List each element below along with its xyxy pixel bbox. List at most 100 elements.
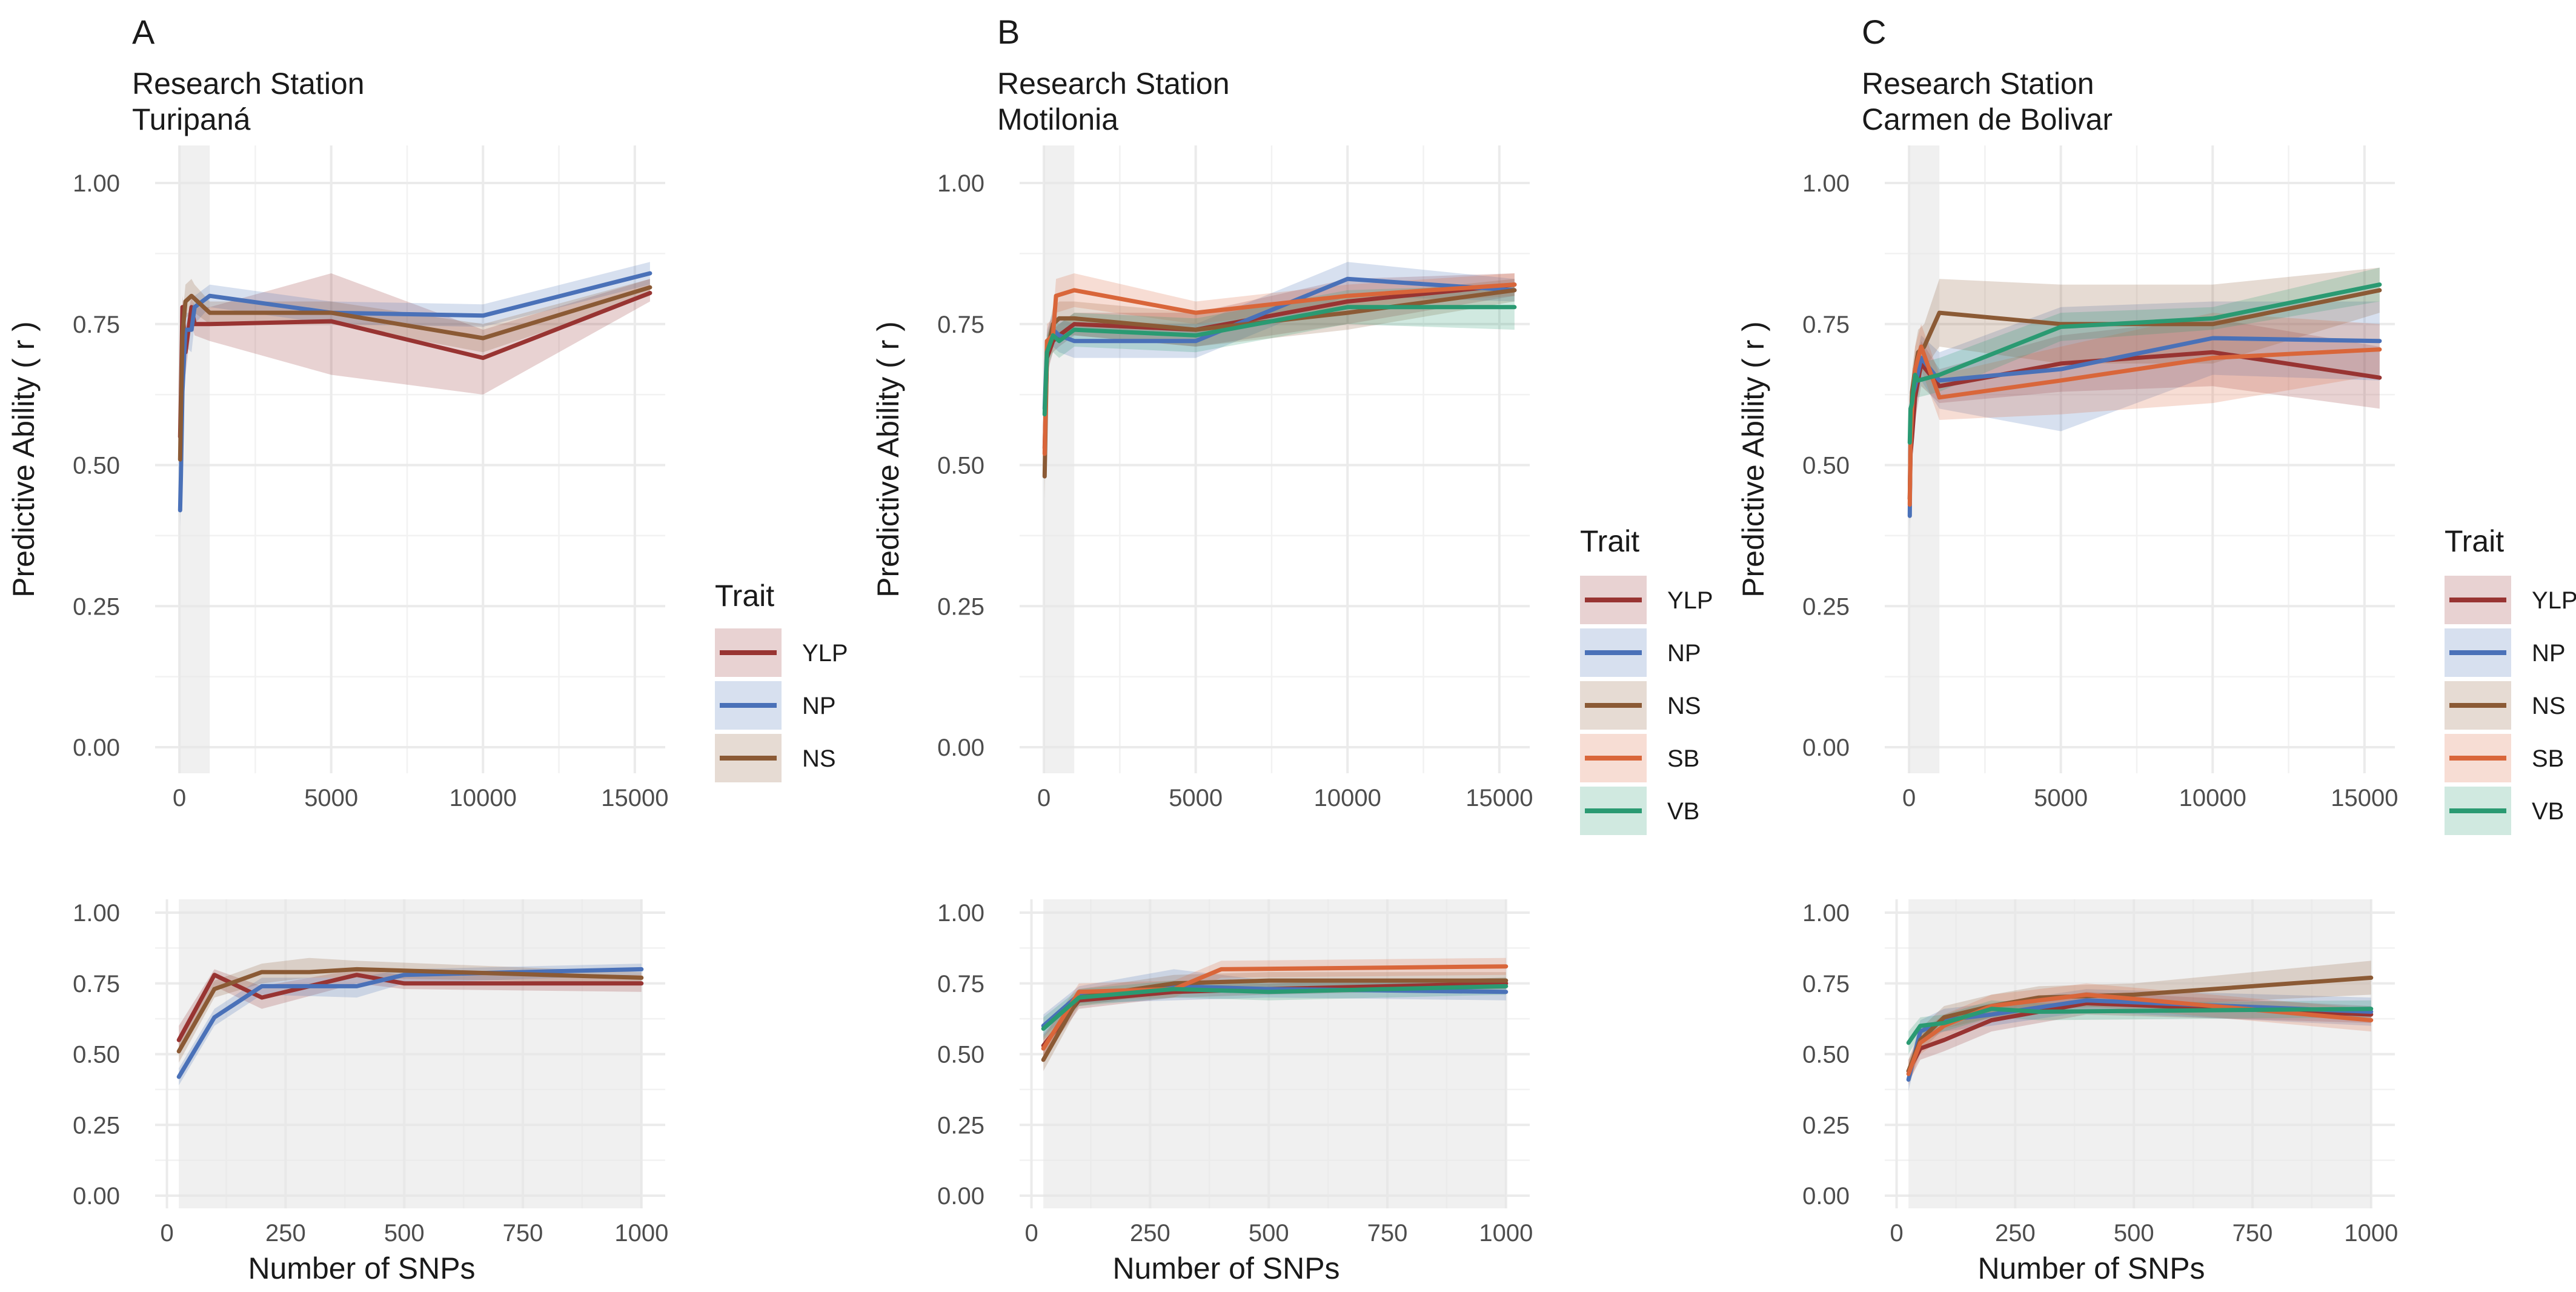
x-tick-label: 750 [1367, 1220, 1408, 1247]
y-tick-label: 0.75 [937, 311, 984, 338]
y-tick-label: 0.00 [73, 1183, 120, 1210]
ci-band-NS [1910, 267, 2380, 522]
y-tick-label: 0.75 [1802, 311, 1850, 338]
top-plot-C: 0.00 0.25 0.50 0.75 1.00 0 5000 10000 15000 Predi… [1736, 145, 2398, 811]
y-tick-label: 0.00 [937, 1183, 984, 1210]
y-tick-label: 0.50 [937, 453, 984, 479]
y-axis-title: Predictive Ability ( r ) [7, 321, 41, 598]
legend-label-NS: NS [802, 745, 836, 772]
panel-letter: A [132, 13, 155, 51]
x-tick-label: 5000 [2034, 785, 2088, 811]
y-tick-label: 1.00 [73, 170, 120, 197]
y-axis-title: Predictive Ability ( r ) [871, 321, 905, 598]
legend-label-NP: NP [2532, 640, 2566, 667]
ci-band-SB [1043, 957, 1506, 1060]
y-tick-label: 0.25 [73, 593, 120, 620]
legend-label-VB: VB [2532, 798, 2564, 825]
y-tick-label: 0.25 [1802, 1112, 1850, 1139]
series-line-VB [1906, 1007, 2374, 1045]
x-tick-label: 10000 [1314, 785, 1381, 811]
x-tick-label: 500 [1249, 1220, 1289, 1247]
y-tick-label: 1.00 [1802, 900, 1850, 927]
series-line-VB [1907, 282, 2382, 445]
legend-label-NS: NS [1667, 693, 1701, 719]
ci-band-VB [1044, 284, 1515, 437]
legend-A: Trait YLP NP NS [715, 579, 848, 782]
x-tick-label: 5000 [304, 785, 358, 811]
station-name: Motilonia [997, 102, 1118, 136]
legend-label-YLP: YLP [2532, 587, 2576, 614]
snp-range-highlight [1908, 899, 2371, 1208]
x-tick-label: 10000 [2179, 785, 2246, 811]
y-tick-label: 0.50 [1802, 453, 1850, 479]
ci-band-YLP [1044, 273, 1515, 471]
x-tick-label: 1000 [1479, 1220, 1533, 1247]
ci-band-NS [180, 279, 650, 482]
x-tick-label: 0 [1902, 785, 1916, 811]
x-tick-label: 10000 [450, 785, 517, 811]
panel-C: C Research Station Carmen de Bolivar 0.00 0… [1736, 13, 2576, 1285]
y-tick-label: 0.75 [73, 311, 120, 338]
x-axis-title: Number of SNPs [1977, 1251, 2205, 1285]
y-tick-label: 0.00 [73, 734, 120, 761]
y-tick-label: 0.75 [1802, 971, 1850, 997]
ci-band-NP [179, 964, 642, 1085]
x-tick-label: 15000 [601, 785, 668, 811]
x-axis-title: Number of SNPs [248, 1251, 475, 1285]
top-plot-B: 0.00 0.25 0.50 0.75 1.00 0 5000 10000 15000 Predi… [871, 145, 1533, 811]
x-tick-label: 750 [2232, 1220, 2273, 1247]
station-title: Research Station [997, 67, 1230, 101]
series-line-VB [1042, 305, 1517, 417]
y-tick-label: 0.25 [73, 1112, 120, 1139]
x-tick-label: 1000 [614, 1220, 668, 1247]
series-line-SB [1042, 282, 1517, 456]
y-tick-label: 1.00 [73, 900, 120, 927]
x-tick-label: 1000 [2344, 1220, 2398, 1247]
x-tick-label: 0 [1037, 785, 1051, 811]
y-tick-label: 0.00 [937, 734, 984, 761]
ci-band-VB [1910, 267, 2380, 465]
legend-C: Trait YLP NP NS SB VB [2445, 524, 2576, 835]
y-tick-label: 0.25 [937, 1112, 984, 1139]
legend-label-NP: NP [1667, 640, 1701, 667]
legend-label-NP: NP [802, 693, 836, 719]
y-tick-label: 0.75 [73, 971, 120, 997]
x-tick-label: 750 [503, 1220, 543, 1247]
y-tick-label: 0.50 [937, 1042, 984, 1068]
y-tick-label: 1.00 [937, 900, 984, 927]
snp-range-highlight [1909, 145, 1940, 773]
x-tick-label: 15000 [1466, 785, 1533, 811]
ci-band-NP [1044, 262, 1515, 431]
bottom-plot-C: 0.00 0.25 0.50 0.75 1.00 0 250 500 750 1000 Number… [1802, 899, 2398, 1285]
bottom-plot-A: 0.00 0.25 0.50 0.75 1.00 0 250 500 750 1000 Number… [73, 899, 668, 1285]
x-tick-label: 500 [384, 1220, 425, 1247]
legend-title: Trait [715, 579, 774, 613]
x-tick-label: 5000 [1169, 785, 1223, 811]
x-tick-label: 500 [2114, 1220, 2154, 1247]
y-axis-title: Predictive Ability ( r ) [1736, 321, 1770, 598]
panel-letter: C [1862, 13, 1886, 51]
ci-band-YLP [1043, 977, 1506, 1057]
station-title: Research Station [1862, 67, 2094, 101]
panel-letter: B [997, 13, 1020, 51]
y-tick-label: 1.00 [937, 170, 984, 197]
legend-label-NS: NS [2532, 693, 2566, 719]
y-tick-label: 0.25 [1802, 593, 1850, 620]
snp-range-highlight [1043, 899, 1506, 1208]
station-name: Carmen de Bolivar [1862, 102, 2113, 136]
y-tick-label: 1.00 [1802, 170, 1850, 197]
x-tick-label: 0 [160, 1220, 173, 1247]
y-tick-label: 0.00 [1802, 734, 1850, 761]
legend-label-YLP: YLP [802, 640, 848, 667]
y-tick-label: 0.50 [73, 1042, 120, 1068]
snp-range-highlight [1044, 145, 1075, 773]
x-tick-label: 250 [1130, 1220, 1170, 1247]
x-tick-label: 250 [265, 1220, 306, 1247]
station-title: Research Station [132, 67, 365, 101]
legend-label-YLP: YLP [1667, 587, 1713, 614]
x-tick-label: 0 [173, 785, 186, 811]
y-tick-label: 0.00 [1802, 1183, 1850, 1210]
legend-title: Trait [1580, 524, 1639, 558]
